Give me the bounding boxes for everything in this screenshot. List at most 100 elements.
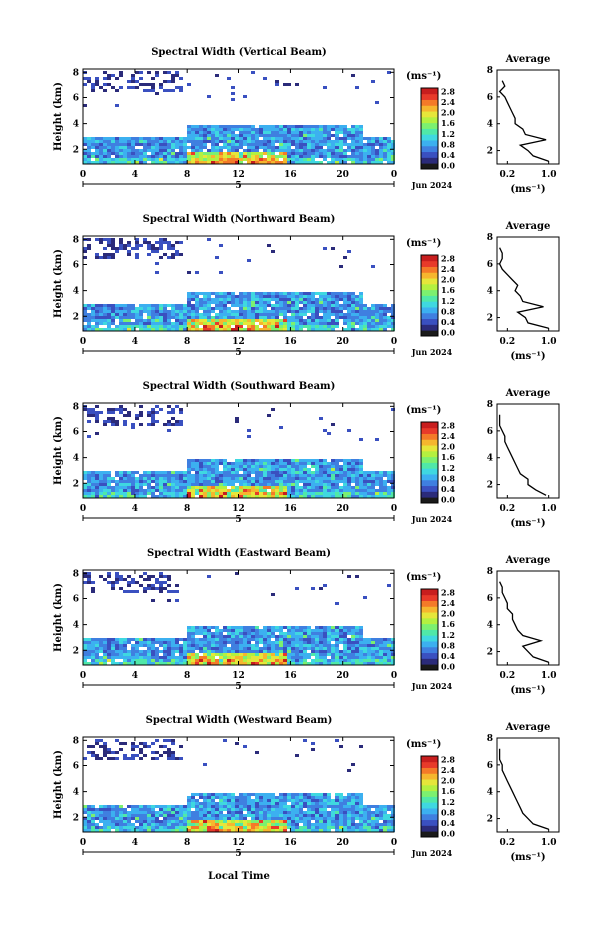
heatmap-cell bbox=[227, 650, 231, 653]
heatmap-cell bbox=[247, 435, 251, 438]
heatmap-cell bbox=[119, 152, 123, 155]
heatmap-cell bbox=[171, 808, 175, 811]
heatmap-cell bbox=[127, 814, 131, 817]
heatmap-cell bbox=[307, 134, 311, 137]
heatmap-cell bbox=[199, 307, 203, 310]
heatmap-cell bbox=[139, 742, 143, 745]
heatmap-cell bbox=[323, 829, 327, 832]
heatmap-cell bbox=[247, 796, 251, 799]
heatmap-cell bbox=[211, 805, 215, 808]
heatmap-cell bbox=[159, 814, 163, 817]
heatmap-cell bbox=[359, 459, 363, 462]
heatmap-cell bbox=[375, 644, 379, 647]
heatmap-cell bbox=[367, 319, 371, 322]
heatmap-cell bbox=[347, 295, 351, 298]
heatmap-cell bbox=[247, 325, 251, 328]
heatmap-cell bbox=[207, 647, 211, 650]
heatmap-cell bbox=[323, 295, 327, 298]
heatmap-cell bbox=[147, 489, 151, 492]
heatmap-cell bbox=[211, 483, 215, 486]
heatmap-cell bbox=[319, 477, 323, 480]
heatmap-cell bbox=[295, 492, 299, 495]
heatmap-cell bbox=[295, 805, 299, 808]
heatmap-cell bbox=[159, 587, 163, 590]
heatmap-cell bbox=[95, 77, 99, 80]
heatmap-cell bbox=[123, 244, 127, 247]
heatmap-cell bbox=[267, 829, 271, 832]
heatmap-cell bbox=[103, 808, 107, 811]
heatmap-cell bbox=[135, 659, 139, 662]
heatmap-cell bbox=[123, 820, 127, 823]
heatmap-cell bbox=[195, 298, 199, 301]
heatmap-cell bbox=[235, 823, 239, 826]
heatmap-cell bbox=[283, 146, 287, 149]
heatmap-cell bbox=[87, 149, 91, 152]
heatmap-cell bbox=[283, 638, 287, 641]
heatmap-cell bbox=[151, 584, 155, 587]
heatmap-cell bbox=[383, 662, 387, 665]
heatmap-cell bbox=[367, 307, 371, 310]
heatmap-cell bbox=[243, 313, 247, 316]
heatmap-cell bbox=[391, 808, 395, 811]
heatmap-cell bbox=[343, 486, 347, 489]
heatmap-cell bbox=[343, 638, 347, 641]
heatmap-cell bbox=[391, 140, 395, 143]
heatmap-cell bbox=[219, 471, 223, 474]
heatmap-cell bbox=[355, 319, 359, 322]
heatmap-cell bbox=[359, 307, 363, 310]
heatmap-cell bbox=[127, 638, 131, 641]
heatmap-cell bbox=[115, 161, 119, 164]
heatmap-cell bbox=[391, 143, 395, 146]
heatmap-cell bbox=[263, 301, 267, 304]
heatmap-cell bbox=[99, 495, 103, 498]
heatmap-cell bbox=[275, 817, 279, 820]
heatmap-cell bbox=[279, 301, 283, 304]
heatmap-cell bbox=[199, 662, 203, 665]
heatmap-cell bbox=[163, 89, 167, 92]
heatmap-cell bbox=[239, 644, 243, 647]
heatmap-cell bbox=[187, 137, 191, 140]
heatmap-cell bbox=[323, 826, 327, 829]
heatmap-cell bbox=[247, 814, 251, 817]
heatmap-cell bbox=[179, 161, 183, 164]
heatmap-cell bbox=[95, 662, 99, 665]
heatmap-cell bbox=[95, 161, 99, 164]
heatmap-cell bbox=[371, 480, 375, 483]
heatmap-cell bbox=[307, 814, 311, 817]
heatmap-cell bbox=[87, 650, 91, 653]
heatmap-cell bbox=[163, 659, 167, 662]
heatmap-cell bbox=[339, 799, 343, 802]
heatmap-cell bbox=[127, 304, 131, 307]
heatmap-cell bbox=[187, 152, 191, 155]
heatmap-cell bbox=[207, 465, 211, 468]
heatmap-cell bbox=[103, 313, 107, 316]
heatmap-cell bbox=[387, 638, 391, 641]
heatmap-cell bbox=[347, 656, 351, 659]
heatmap-cell bbox=[251, 659, 255, 662]
heatmap-cell bbox=[363, 137, 367, 140]
heatmap-cell bbox=[175, 161, 179, 164]
heatmap-cell bbox=[259, 641, 263, 644]
heatmap-cell bbox=[199, 823, 203, 826]
heatmap-cell bbox=[223, 310, 227, 313]
heatmap-cell bbox=[199, 152, 203, 155]
heatmap-cell bbox=[319, 292, 323, 295]
date-label: Jun 2024 bbox=[411, 347, 453, 357]
heatmap-cell bbox=[271, 802, 275, 805]
heatmap-cell bbox=[135, 644, 139, 647]
heatmap-cell bbox=[391, 647, 395, 650]
heatmap-cell bbox=[119, 149, 123, 152]
heatmap-cell bbox=[91, 820, 95, 823]
heatmap-cell bbox=[311, 146, 315, 149]
heatmap-cell bbox=[191, 820, 195, 823]
heatmap-cell bbox=[311, 489, 315, 492]
heatmap-cell bbox=[299, 629, 303, 632]
heatmap-cell bbox=[115, 489, 119, 492]
heatmap-cell bbox=[291, 820, 295, 823]
heatmap-cell bbox=[331, 325, 335, 328]
heatmap-cell bbox=[147, 584, 151, 587]
heatmap-cell bbox=[135, 489, 139, 492]
heatmap-cell bbox=[159, 328, 163, 331]
colorbar-tick-label: 0.8 bbox=[441, 473, 455, 483]
heatmap-cell bbox=[115, 662, 119, 665]
